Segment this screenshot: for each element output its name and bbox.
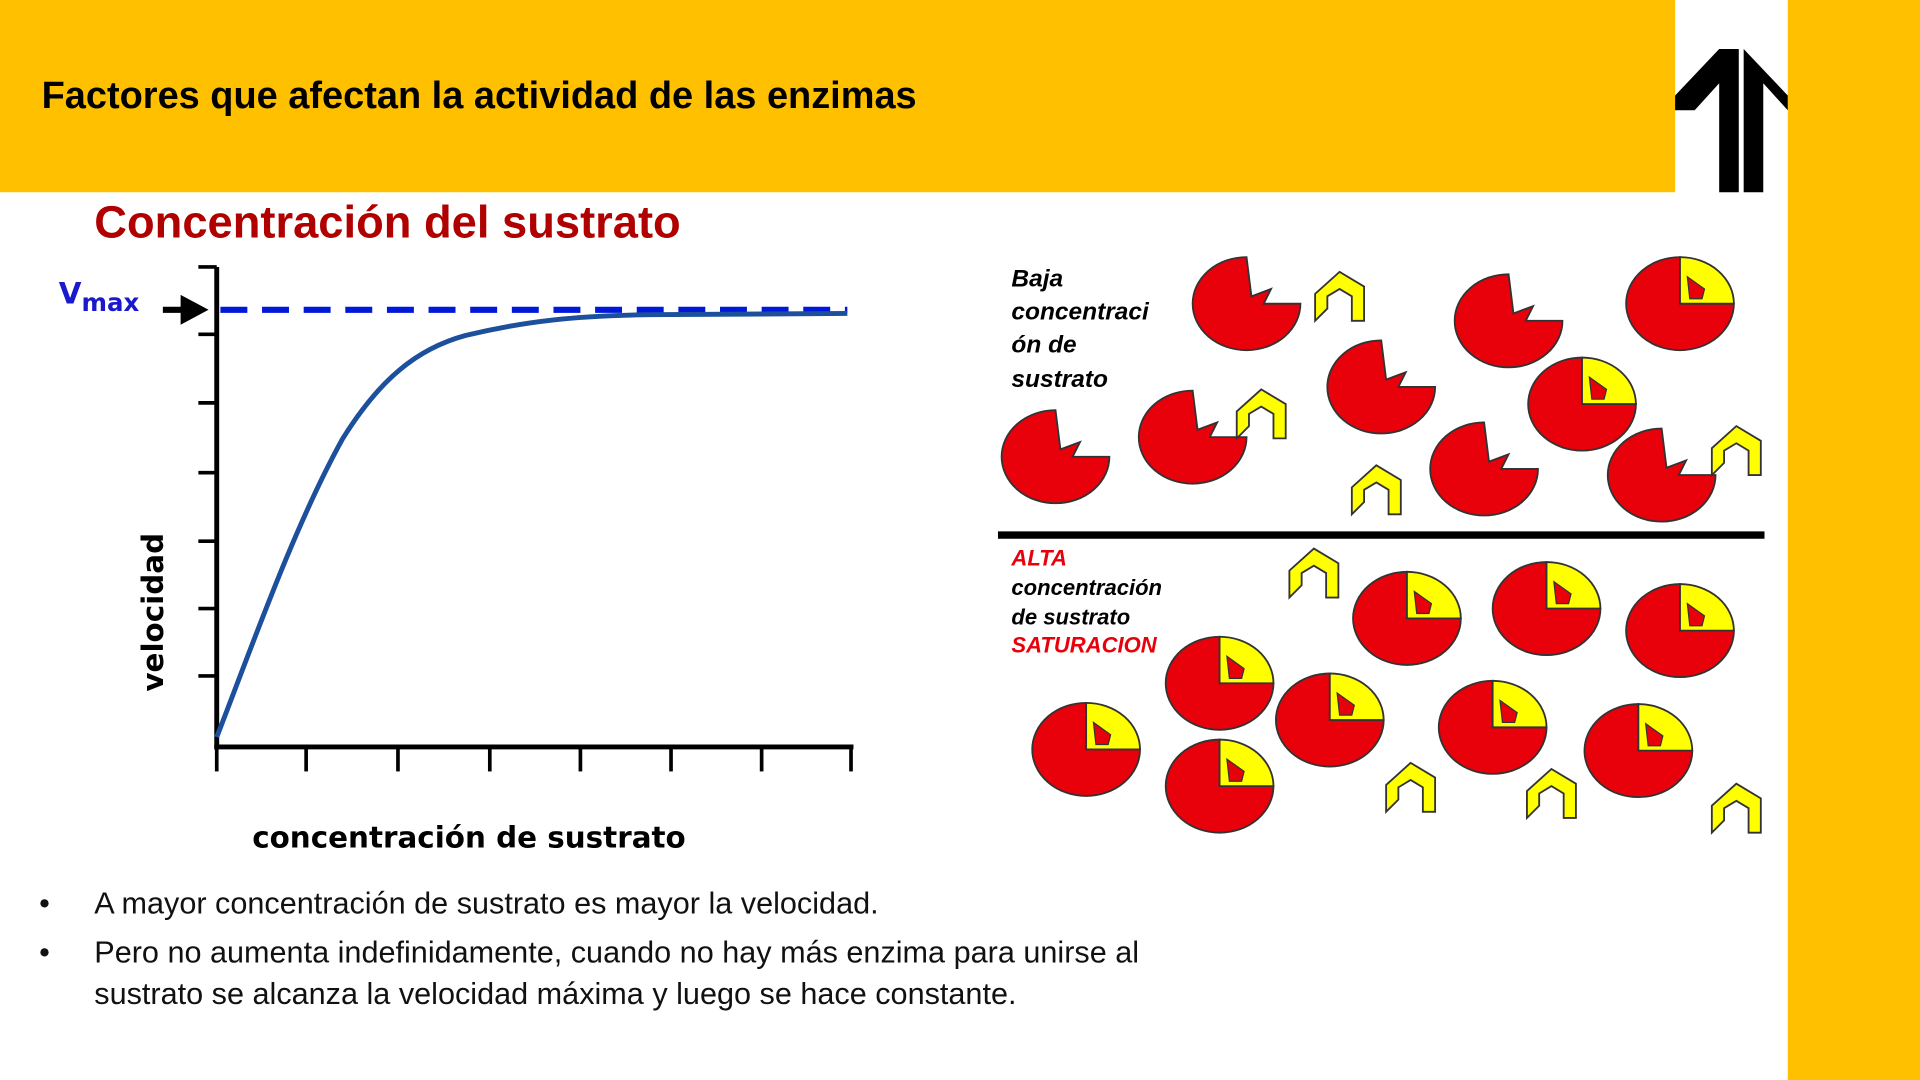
- enzyme: [1164, 738, 1275, 834]
- enzyme: [1625, 256, 1735, 352]
- logo: [1675, 48, 1788, 193]
- high-line: concentración: [1011, 575, 1162, 600]
- bullet-list: • A mayor concentración de sustrato es m…: [39, 886, 1139, 1011]
- low-line: sustrato: [1011, 366, 1108, 393]
- enzyme: [1274, 672, 1385, 768]
- side-band: [1787, 0, 1920, 1080]
- substrate: [1350, 464, 1402, 516]
- enzyme: [1031, 701, 1141, 797]
- vmax-sub: max: [82, 288, 140, 317]
- enzyme-diagram: Baja concentraci ón de sustrato ALTA con…: [997, 256, 1765, 834]
- substrate: [1235, 388, 1287, 440]
- substrate: [1288, 547, 1340, 599]
- bullet-dot: •: [39, 886, 50, 920]
- enzyme: [1326, 339, 1437, 435]
- low-particles: [1000, 256, 1762, 523]
- substrate: [1526, 768, 1577, 819]
- y-axis-label: velocidad: [136, 533, 170, 692]
- enzyme: [1429, 421, 1539, 517]
- high-line: de sustrato: [1011, 604, 1130, 629]
- enzyme: [1164, 635, 1275, 731]
- high-label: ALTA concentración de sustrato SATURACIO…: [1010, 546, 1162, 658]
- enzyme: [1491, 561, 1602, 657]
- low-label: Baja concentraci ón de sustrato: [1011, 266, 1150, 393]
- enzyme: [1191, 256, 1302, 352]
- low-line: concentraci: [1011, 299, 1150, 326]
- substrate: [1710, 425, 1762, 477]
- enzyme: [1000, 409, 1111, 505]
- enzyme: [1352, 570, 1462, 666]
- enzyme: [1453, 273, 1564, 369]
- vmax-label: Vmax: [59, 277, 140, 317]
- enzyme: [1137, 389, 1248, 485]
- enzyme: [1625, 583, 1735, 679]
- axis-ticks: [198, 265, 853, 772]
- saturation-curve: [214, 311, 848, 739]
- high-state: SATURACION: [1011, 633, 1157, 658]
- low-line: ón de: [1011, 332, 1076, 359]
- subtitle: Concentración del sustrato: [94, 197, 680, 248]
- bullet-text: A mayor concentración de sustrato es may…: [94, 886, 878, 920]
- substrate: [1710, 782, 1762, 834]
- x-axis-label: concentración de sustrato: [252, 820, 686, 854]
- header-band: [0, 0, 1676, 193]
- substrate: [1314, 270, 1366, 322]
- substrate: [1385, 761, 1437, 813]
- enzyme: [1527, 356, 1637, 452]
- bullet-dot: •: [39, 935, 50, 969]
- slide-title: Factores que afectan la actividad de las…: [42, 75, 917, 117]
- enzyme: [1583, 703, 1694, 799]
- vmax-arrow: [162, 294, 209, 325]
- bullet-text: Pero no aumenta indefinidamente, cuando …: [94, 935, 1139, 969]
- low-line: Baja: [1011, 266, 1063, 293]
- enzyme: [1606, 427, 1717, 523]
- graph: Vmax velocidad concentración de sustrato: [59, 265, 854, 854]
- bullet-text: sustrato se alcanza la velocidad máxima …: [94, 977, 1016, 1011]
- enzyme: [1437, 679, 1548, 775]
- high-level: ALTA: [1010, 546, 1066, 571]
- vmax-v: V: [59, 277, 82, 311]
